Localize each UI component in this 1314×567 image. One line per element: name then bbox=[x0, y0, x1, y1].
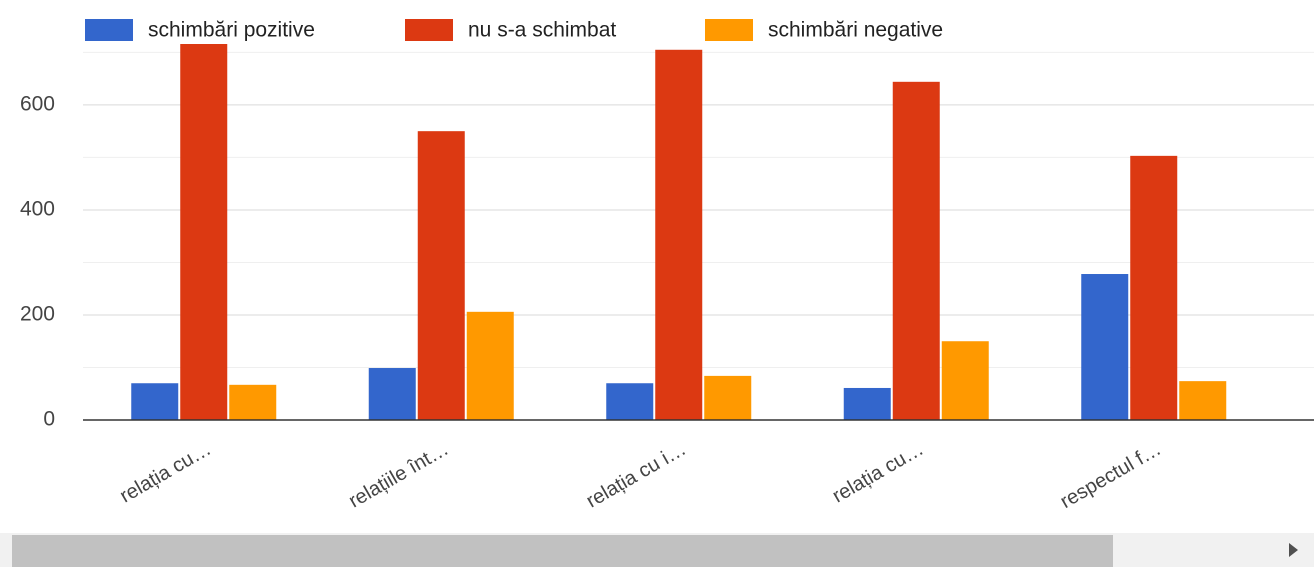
x-tick-label: relația cu… bbox=[116, 438, 215, 508]
bar bbox=[131, 383, 179, 420]
legend-label: schimbări negative bbox=[768, 19, 943, 42]
bar bbox=[843, 387, 891, 420]
bar bbox=[941, 341, 989, 420]
scroll-right-arrow[interactable] bbox=[1289, 543, 1298, 557]
legend-label: schimbări pozitive bbox=[148, 19, 315, 42]
x-tick-label: relația cu… bbox=[829, 438, 928, 508]
bar bbox=[368, 368, 416, 420]
bar bbox=[180, 44, 228, 420]
bar bbox=[606, 383, 654, 420]
y-tick-label: 200 bbox=[20, 303, 55, 326]
bars bbox=[131, 44, 1227, 421]
bar bbox=[1130, 155, 1178, 421]
bar bbox=[229, 384, 277, 420]
bar bbox=[466, 311, 514, 420]
bar bbox=[655, 49, 703, 420]
bar bbox=[1081, 274, 1129, 420]
legend-swatch bbox=[85, 19, 133, 41]
x-tick-label: relațiile înt… bbox=[345, 438, 452, 513]
scrollbar-thumb[interactable] bbox=[12, 535, 1113, 567]
legend-label: nu s-a schimbat bbox=[468, 19, 616, 42]
y-tick-label: 400 bbox=[20, 197, 55, 220]
x-tick-label: relația cu i… bbox=[583, 438, 690, 513]
bar bbox=[1179, 381, 1227, 420]
bar bbox=[704, 375, 752, 420]
bar bbox=[892, 81, 940, 420]
y-tick-label: 0 bbox=[43, 408, 55, 431]
y-tick-label: 600 bbox=[20, 92, 55, 115]
bar bbox=[417, 131, 465, 420]
x-tick-label: respectul f… bbox=[1057, 438, 1165, 513]
legend-swatch bbox=[405, 19, 453, 41]
legend-swatch bbox=[705, 19, 753, 41]
